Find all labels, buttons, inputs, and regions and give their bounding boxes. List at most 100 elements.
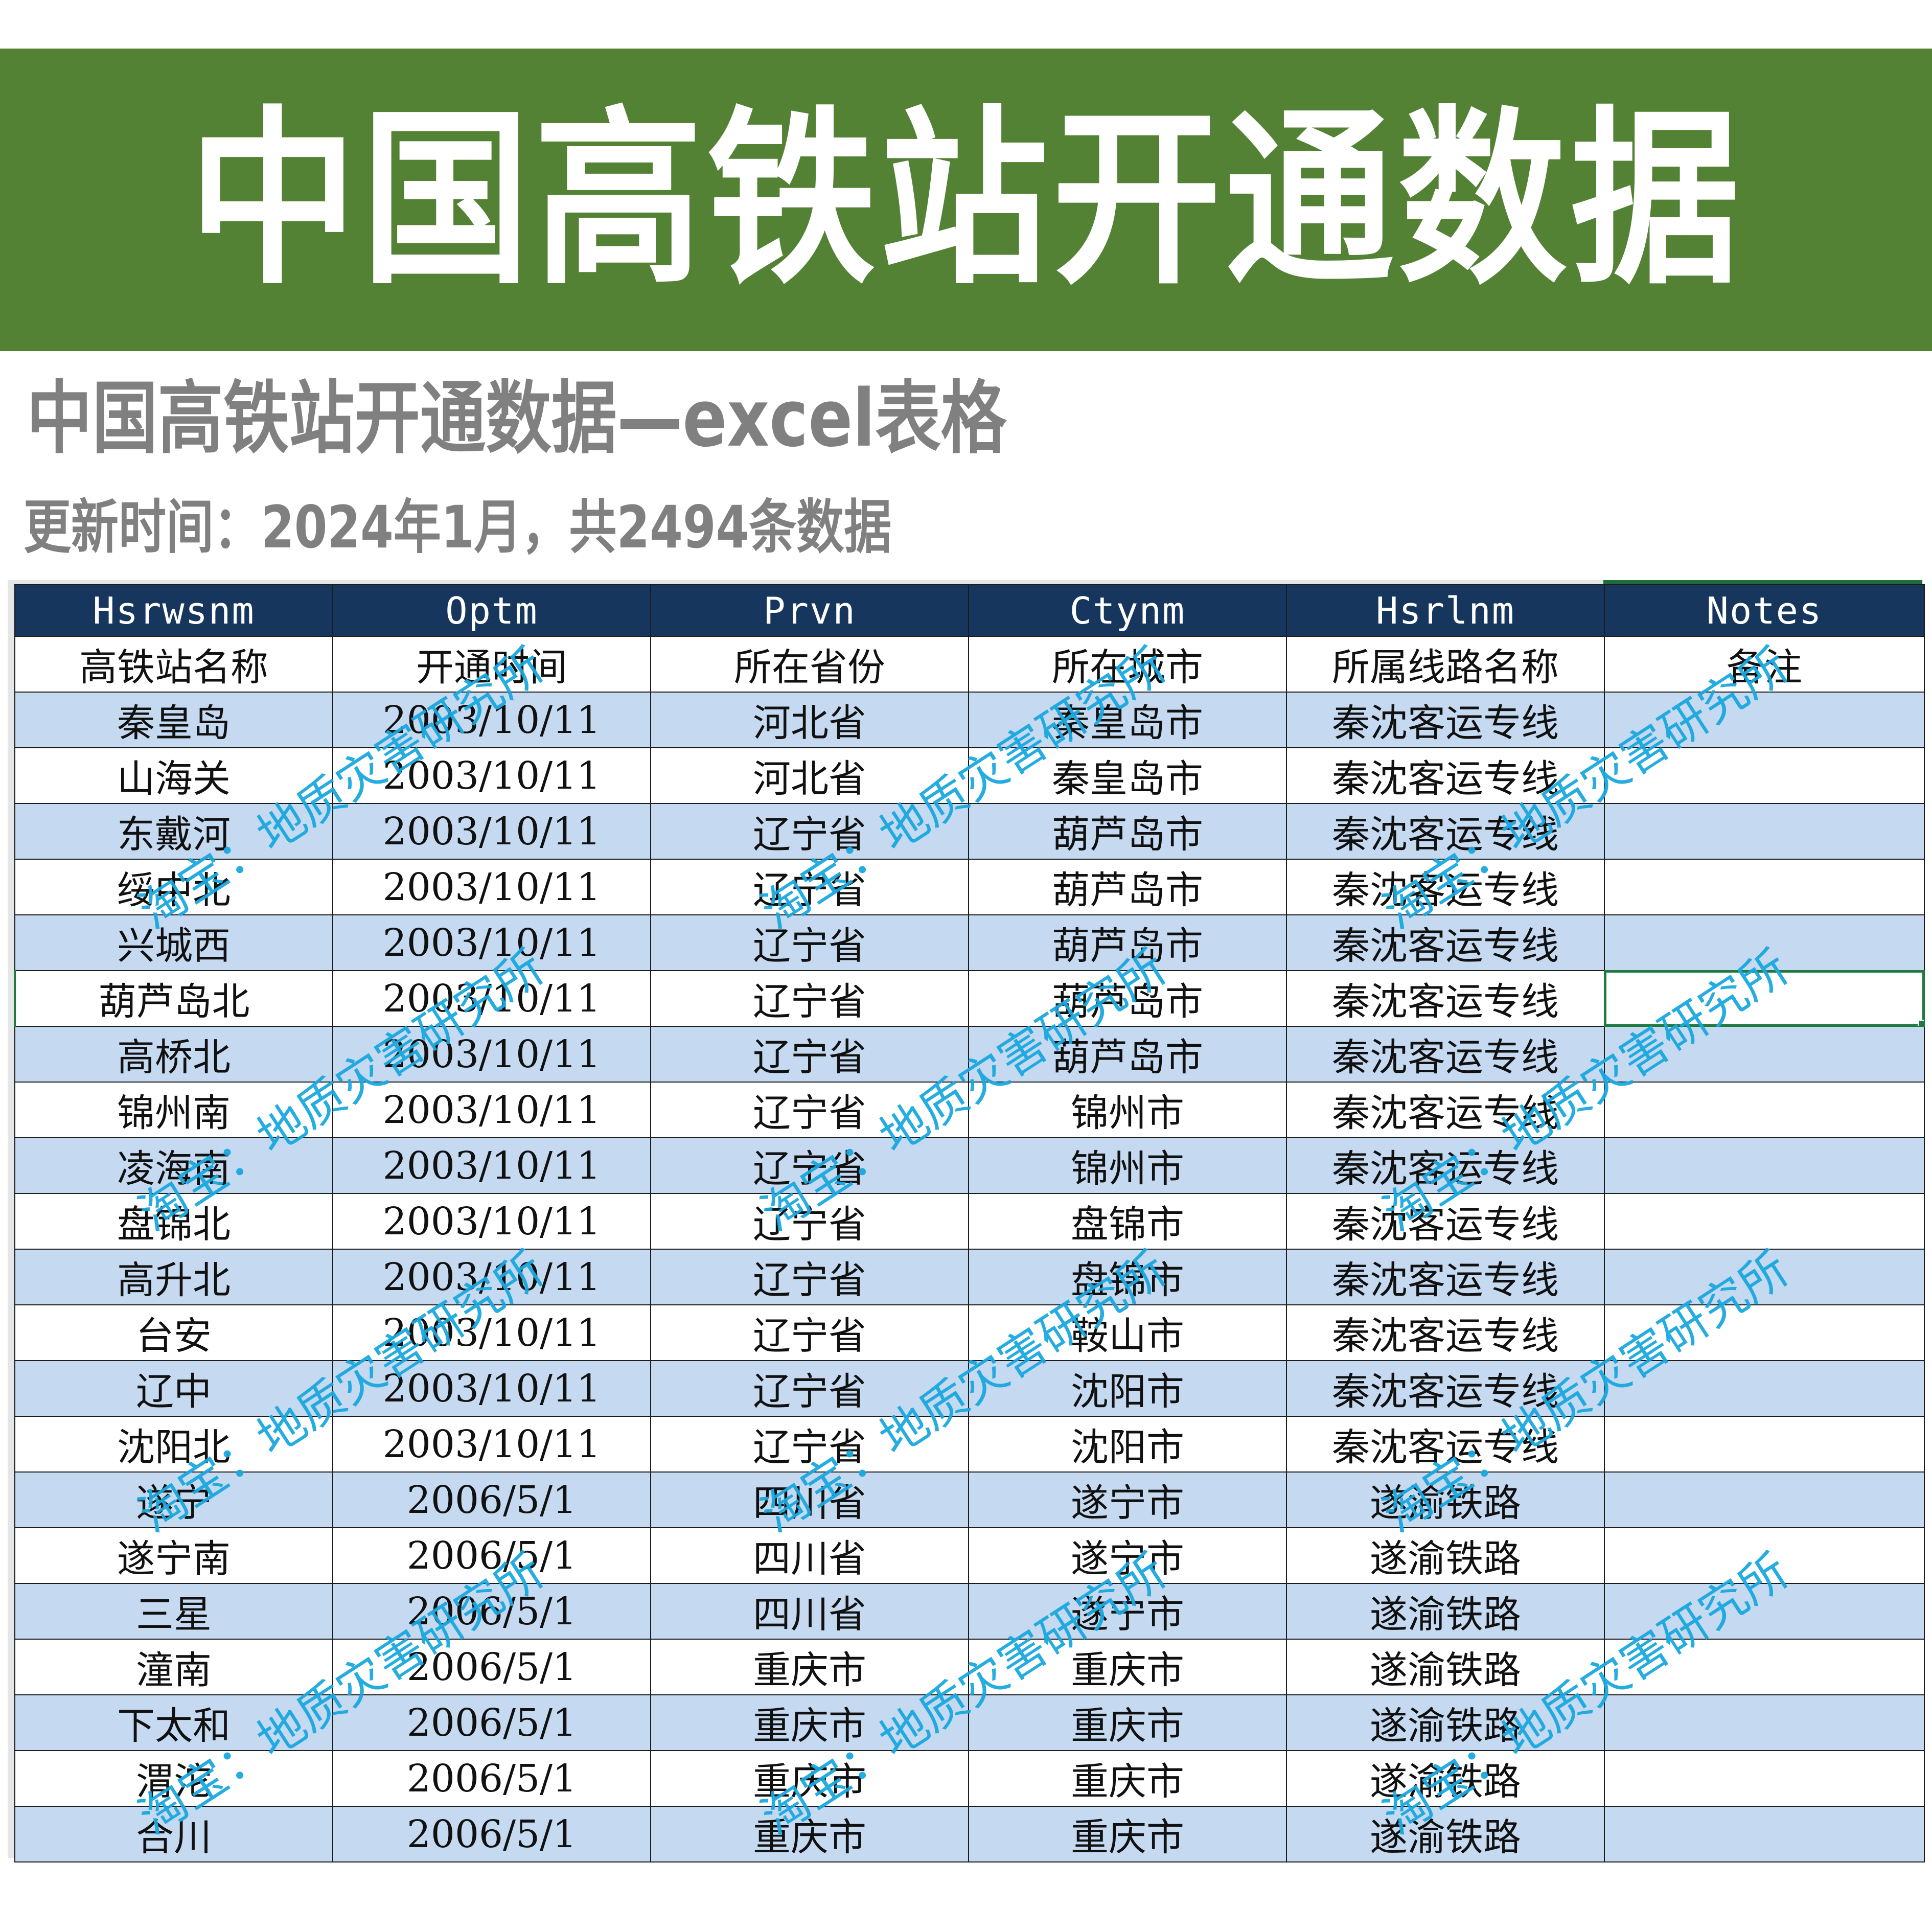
cell-line-name[interactable]: 遂渝铁路: [1286, 1750, 1605, 1807]
cell-open-date[interactable]: 2003/10/11: [332, 692, 651, 748]
cell-city[interactable]: 秦皇岛市: [968, 747, 1287, 804]
cell-province[interactable]: 辽宁省: [650, 970, 969, 1027]
cell-line-name[interactable]: 遂渝铁路: [1286, 1806, 1605, 1862]
cell-station-name[interactable]: 凌海南: [14, 1137, 333, 1194]
cell-line-name[interactable]: 遂渝铁路: [1286, 1471, 1605, 1528]
cell-line-name[interactable]: 遂渝铁路: [1286, 1527, 1605, 1584]
cell-open-date[interactable]: 2003/10/11: [332, 803, 651, 860]
cell-open-date[interactable]: 2003/10/11: [332, 1249, 651, 1305]
cell-city[interactable]: 葫芦岛市: [968, 859, 1287, 915]
cell-province[interactable]: 河北省: [650, 747, 969, 804]
cell-station-name[interactable]: 台安: [14, 1304, 333, 1361]
cell-notes[interactable]: [1604, 747, 1925, 804]
cell-city[interactable]: 盘锦市: [968, 1249, 1287, 1305]
cell-station-name[interactable]: 三星: [14, 1583, 333, 1640]
cell-notes[interactable]: [1604, 1583, 1925, 1640]
column-header-optm[interactable]: Optm: [332, 584, 651, 637]
cell-notes[interactable]: [1604, 1360, 1925, 1417]
cell-line-name[interactable]: 秦沈客运专线: [1286, 859, 1605, 915]
cell-station-name[interactable]: 兴城西: [14, 914, 333, 971]
cell-province[interactable]: 重庆市: [650, 1639, 969, 1695]
cell-city[interactable]: 葫芦岛市: [968, 1026, 1287, 1083]
cell-open-date[interactable]: 2003/10/11: [332, 1137, 651, 1194]
cell-notes[interactable]: [1604, 1806, 1925, 1862]
selected-cell-notes[interactable]: [1604, 970, 1925, 1027]
cell-open-date[interactable]: 2006/5/1: [332, 1694, 651, 1751]
cell-line-name[interactable]: 秦沈客运专线: [1286, 1304, 1605, 1361]
cell-station-name[interactable]: 秦皇岛: [14, 692, 333, 748]
cell-open-date[interactable]: 2003/10/11: [332, 1360, 651, 1417]
cell-province[interactable]: 河北省: [650, 692, 969, 748]
column-header-prvn[interactable]: Prvn: [650, 584, 969, 637]
cell-line-name[interactable]: 遂渝铁路: [1286, 1583, 1605, 1640]
cell-notes[interactable]: [1604, 859, 1925, 915]
cell-province[interactable]: 辽宁省: [650, 1193, 969, 1250]
cell-city[interactable]: 遂宁市: [968, 1471, 1287, 1528]
cell-line-name[interactable]: 秦沈客运专线: [1286, 1026, 1605, 1083]
cell-city[interactable]: 葫芦岛市: [968, 970, 1287, 1027]
cell-city[interactable]: 葫芦岛市: [968, 914, 1287, 971]
cell-notes[interactable]: [1604, 1750, 1925, 1807]
cell-city[interactable]: 重庆市: [968, 1806, 1287, 1862]
cell-station-name[interactable]: 沈阳北: [14, 1416, 333, 1473]
cell-province[interactable]: 辽宁省: [650, 1137, 969, 1194]
cell-notes[interactable]: [1604, 1249, 1925, 1305]
cell-province[interactable]: 辽宁省: [650, 859, 969, 915]
cell-province[interactable]: 重庆市: [650, 1750, 969, 1807]
cell-open-date[interactable]: 2003/10/11: [332, 747, 651, 804]
cell-line-name[interactable]: 秦沈客运专线: [1286, 914, 1605, 971]
cell-province[interactable]: 重庆市: [650, 1694, 969, 1751]
cell-notes[interactable]: [1604, 1304, 1925, 1361]
cell-city[interactable]: 重庆市: [968, 1694, 1287, 1751]
cell-city[interactable]: 盘锦市: [968, 1193, 1287, 1250]
cell-line-name[interactable]: 遂渝铁路: [1286, 1639, 1605, 1695]
cell-station-name[interactable]: 渭沱: [14, 1750, 333, 1807]
cell-line-name[interactable]: 秦沈客运专线: [1286, 692, 1605, 748]
cell-city[interactable]: 遂宁市: [968, 1583, 1287, 1640]
cell-open-date[interactable]: 2003/10/11: [332, 1304, 651, 1361]
cell-notes[interactable]: [1604, 1527, 1925, 1584]
cell-city[interactable]: 重庆市: [968, 1750, 1287, 1807]
cell-notes[interactable]: [1604, 1082, 1925, 1138]
cell-open-date[interactable]: 2006/5/1: [332, 1639, 651, 1695]
cell-station-name[interactable]: 锦州南: [14, 1082, 333, 1138]
cell-city[interactable]: 锦州市: [968, 1137, 1287, 1194]
cell-notes[interactable]: [1604, 1137, 1925, 1194]
cell-notes[interactable]: [1604, 1694, 1925, 1751]
cell-open-date[interactable]: 2006/5/1: [332, 1527, 651, 1584]
cell-open-date[interactable]: 2006/5/1: [332, 1471, 651, 1528]
cell-province[interactable]: 辽宁省: [650, 803, 969, 860]
cell-city[interactable]: 沈阳市: [968, 1416, 1287, 1473]
label-province[interactable]: 所在省份: [650, 636, 969, 693]
cell-station-name[interactable]: 东戴河: [14, 803, 333, 860]
cell-notes[interactable]: [1604, 1639, 1925, 1695]
cell-province[interactable]: 辽宁省: [650, 1360, 969, 1417]
cell-province[interactable]: 四川省: [650, 1471, 969, 1528]
cell-line-name[interactable]: 秦沈客运专线: [1286, 803, 1605, 860]
cell-line-name[interactable]: 秦沈客运专线: [1286, 1249, 1605, 1305]
cell-city[interactable]: 锦州市: [968, 1082, 1287, 1138]
cell-province[interactable]: 四川省: [650, 1583, 969, 1640]
cell-station-name[interactable]: 葫芦岛北: [14, 970, 333, 1027]
cell-city[interactable]: 秦皇岛市: [968, 692, 1287, 748]
label-notes[interactable]: 备注: [1604, 636, 1925, 693]
cell-line-name[interactable]: 秦沈客运专线: [1286, 1416, 1605, 1473]
cell-city[interactable]: 葫芦岛市: [968, 803, 1287, 860]
cell-station-name[interactable]: 辽中: [14, 1360, 333, 1417]
cell-notes[interactable]: [1604, 1471, 1925, 1528]
cell-city[interactable]: 鞍山市: [968, 1304, 1287, 1361]
cell-station-name[interactable]: 高桥北: [14, 1026, 333, 1083]
cell-open-date[interactable]: 2006/5/1: [332, 1806, 651, 1862]
cell-line-name[interactable]: 遂渝铁路: [1286, 1694, 1605, 1751]
label-open-date[interactable]: 开通时间: [332, 636, 651, 693]
cell-station-name[interactable]: 绥中北: [14, 859, 333, 915]
cell-province[interactable]: 重庆市: [650, 1806, 969, 1862]
cell-station-name[interactable]: 遂宁南: [14, 1527, 333, 1584]
cell-city[interactable]: 重庆市: [968, 1639, 1287, 1695]
cell-province[interactable]: 辽宁省: [650, 914, 969, 971]
cell-notes[interactable]: [1604, 914, 1925, 971]
column-header-hsrlnm[interactable]: Hsrlnm: [1286, 584, 1605, 637]
label-city[interactable]: 所在城市: [968, 636, 1287, 693]
cell-notes[interactable]: [1604, 1026, 1925, 1083]
cell-line-name[interactable]: 秦沈客运专线: [1286, 747, 1605, 804]
